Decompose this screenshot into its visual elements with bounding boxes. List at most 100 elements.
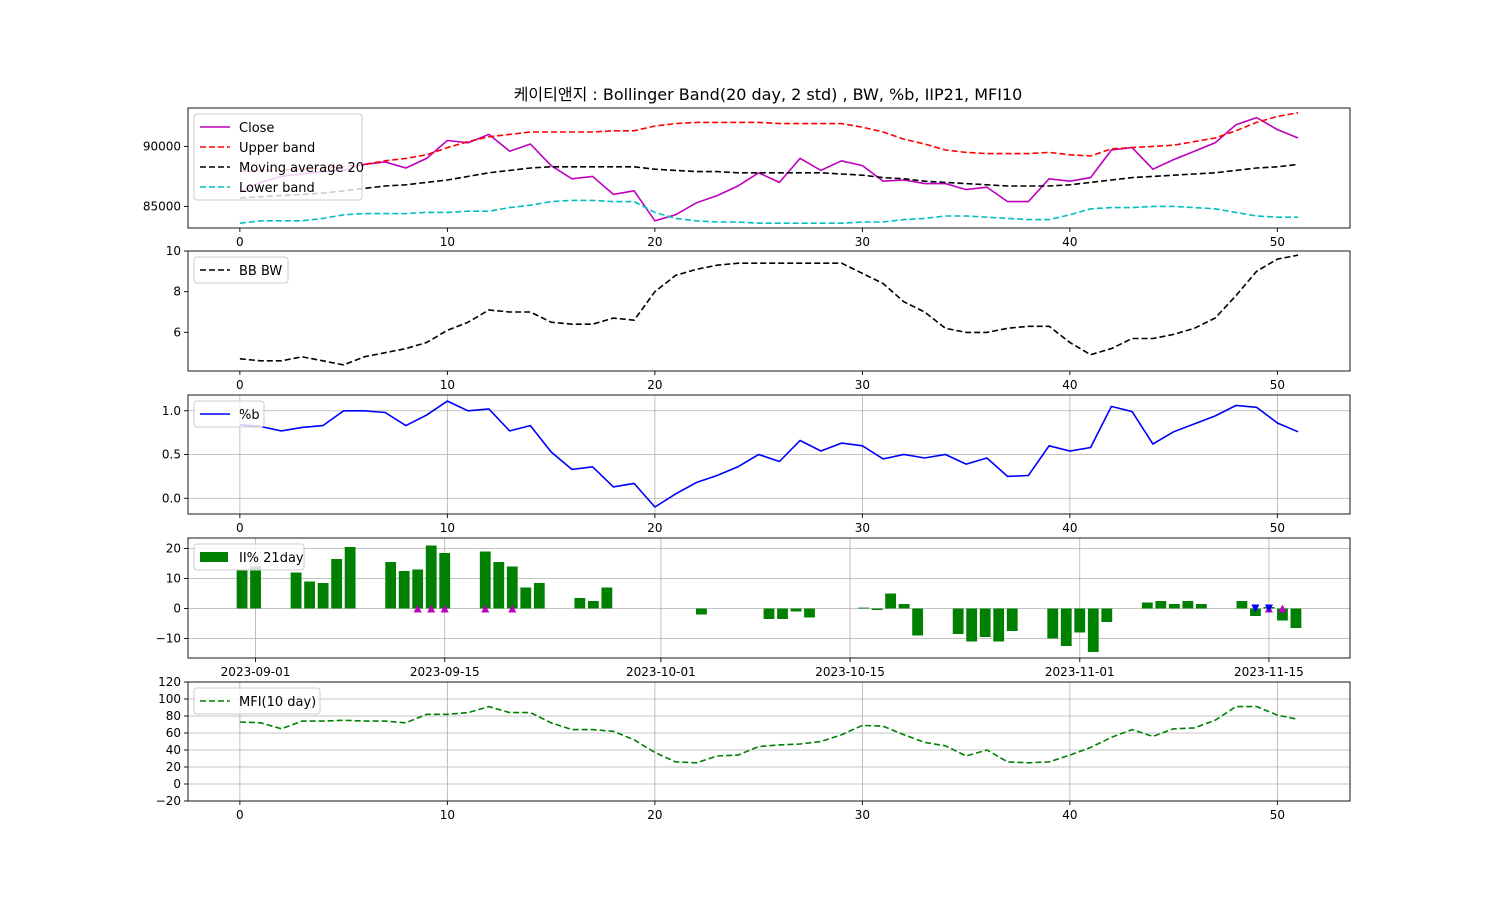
series-line-moving-average-20: [239, 163, 1299, 199]
legend-label: Close: [239, 121, 274, 136]
iip-bar: [533, 583, 545, 609]
x-tick-label: 2023-11-15: [1234, 665, 1304, 679]
x-tick-label: 20: [647, 235, 662, 249]
iip-bar: [520, 587, 532, 609]
axes-frame: [187, 250, 1351, 372]
legend-label: Moving average 20: [239, 161, 364, 176]
series-line-lower-band: [239, 199, 1299, 224]
iip-bar: [912, 608, 924, 636]
y-tick-label: −10: [156, 632, 181, 646]
iip-bar: [506, 566, 518, 609]
x-tick-label: 2023-09-01: [221, 665, 291, 679]
y-tick-label: 10: [166, 572, 181, 586]
iip-bar: [1087, 608, 1099, 652]
legend-label: MFI(10 day): [239, 695, 316, 710]
y-tick-label: 20: [166, 760, 181, 774]
iip-bar: [304, 581, 316, 609]
iip-bar: [601, 587, 613, 609]
iip-bar: [331, 559, 343, 609]
x-tick-label: 10: [440, 235, 455, 249]
x-tick-label: 30: [855, 235, 870, 249]
iip-bar: [412, 569, 424, 609]
x-tick-label: 10: [440, 521, 455, 535]
legend-label: Upper band: [239, 141, 315, 156]
iip-bar: [1290, 608, 1302, 628]
iip-bar: [993, 608, 1005, 642]
x-tick-label: 40: [1062, 521, 1077, 535]
iip-bar: [979, 608, 991, 637]
series-line--b: [239, 400, 1299, 509]
x-tick-label: 2023-09-15: [410, 665, 480, 679]
y-tick-label: 85000: [143, 199, 181, 213]
legend-box: [193, 256, 289, 284]
panel-mfi: 0 10 20 30 40 50 −20 0 20 40 60 80 100 120 MFI(10 day): [156, 675, 1351, 822]
x-tick-label: 30: [855, 808, 870, 822]
legend-label: II% 21day: [239, 551, 304, 566]
iip-bar: [574, 598, 586, 609]
x-tick-label: 30: [855, 378, 870, 392]
y-tick-label: 1.0: [162, 404, 181, 418]
y-tick-label: 0.5: [162, 448, 181, 462]
iip-bar: [871, 608, 883, 610]
y-tick-label: 120: [158, 675, 181, 689]
y-tick-label: 0.0: [162, 491, 181, 505]
series-line-mfi-10-day-: [239, 705, 1299, 764]
iip-bar: [398, 571, 410, 609]
iip-bar: [777, 608, 788, 619]
iip-bar: [1155, 601, 1167, 609]
iip-bar: [1101, 608, 1113, 622]
x-tick-label: 20: [647, 521, 662, 535]
iip-bar: [1047, 608, 1059, 639]
panel-percent_b: 0 10 20 30 40 50 0.0 0.5 1.0 %b: [162, 394, 1351, 535]
iip-bar: [1195, 604, 1207, 609]
legend-box: [193, 543, 305, 571]
axes-frame: [187, 107, 1351, 229]
buy-marker: [413, 604, 422, 613]
x-tick-label: 10: [440, 378, 455, 392]
series-line-upper-band: [239, 112, 1299, 173]
y-tick-label: 0: [173, 602, 181, 616]
sell-marker: [1251, 604, 1260, 613]
y-tick-label: −20: [156, 794, 181, 808]
iip-bar: [317, 583, 329, 609]
x-tick-label: 40: [1062, 808, 1077, 822]
panel-bandwidth: 0 10 20 30 40 50 6 8 10 BB BW: [166, 244, 1351, 392]
buy-marker: [481, 604, 490, 613]
iip-bar: [696, 608, 707, 615]
x-tick-label: 40: [1062, 235, 1077, 249]
y-tick-label: 100: [158, 692, 181, 706]
iip-bar: [858, 607, 869, 609]
iip-bar: [1236, 601, 1248, 609]
buy-marker: [508, 604, 517, 613]
iip-bar: [790, 608, 802, 612]
x-tick-label: 0: [236, 521, 244, 535]
y-tick-label: 80: [166, 709, 181, 723]
iip-bar: [1060, 608, 1072, 646]
x-tick-label: 20: [647, 378, 662, 392]
x-tick-label: 40: [1062, 378, 1077, 392]
iip-bar: [587, 601, 599, 609]
legend-box: [193, 113, 363, 201]
y-tick-label: 20: [166, 542, 181, 556]
x-tick-label: 2023-10-01: [626, 665, 696, 679]
x-tick-label: 50: [1270, 235, 1285, 249]
x-tick-label: 0: [236, 235, 244, 249]
iip-bar: [385, 562, 397, 609]
iip-bar: [344, 547, 356, 609]
x-tick-label: 20: [647, 808, 662, 822]
x-tick-label: 2023-11-01: [1045, 665, 1115, 679]
buy-marker: [440, 604, 449, 613]
iip-bar: [250, 566, 261, 609]
axes-frame: [187, 681, 1351, 802]
iip-bar: [1074, 608, 1086, 633]
iip-bar: [1182, 601, 1194, 609]
buy-marker: [1278, 604, 1287, 613]
iip-bar: [479, 551, 491, 609]
legend-box: [193, 687, 321, 715]
iip-bar: [763, 608, 775, 619]
iip-bar: [1141, 602, 1153, 609]
iip-bar: [1168, 604, 1180, 609]
iip-bar: [885, 593, 897, 609]
iip-bar: [1006, 608, 1018, 631]
